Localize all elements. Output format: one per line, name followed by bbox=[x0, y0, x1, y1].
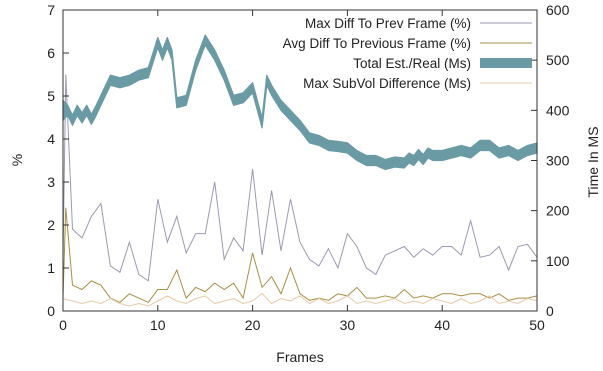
y-tick-label: 4 bbox=[47, 131, 55, 147]
legend-label-3: Max SubVol Difference (Ms) bbox=[303, 76, 471, 91]
y-tick-label: 6 bbox=[47, 45, 55, 61]
y-tick-label: 2 bbox=[47, 217, 55, 233]
y2-tick-label: 200 bbox=[546, 203, 570, 219]
legend-swatch-2 bbox=[480, 58, 532, 68]
y2-tick-label: 100 bbox=[546, 253, 570, 269]
legend-label-0: Max Diff To Prev Frame (%) bbox=[305, 16, 471, 31]
y2-tick-label: 0 bbox=[546, 303, 554, 319]
y-axis-label: % bbox=[9, 154, 25, 166]
y-tick-label: 3 bbox=[47, 174, 55, 190]
series-1-line bbox=[62, 207, 538, 304]
y-tick-label: 5 bbox=[47, 88, 55, 104]
x-tick-label: 0 bbox=[59, 317, 67, 333]
series-3-line bbox=[62, 292, 538, 307]
y-tick-label: 0 bbox=[47, 303, 55, 319]
x-axis-label: Frames bbox=[276, 349, 323, 365]
y2-tick-label: 600 bbox=[546, 2, 570, 18]
x-tick-label: 20 bbox=[245, 317, 261, 333]
y-tick-label: 7 bbox=[47, 2, 55, 18]
legend-label-1: Avg Diff To Previous Frame (%) bbox=[283, 36, 471, 51]
legend: Max Diff To Prev Frame (%) Avg Diff To Pr… bbox=[283, 16, 532, 91]
legend-label-2: Total Est./Real (Ms) bbox=[353, 56, 471, 71]
y-tick-label: 1 bbox=[47, 260, 55, 276]
x-tick-label: 50 bbox=[529, 317, 545, 333]
y2-tick-label: 400 bbox=[546, 102, 570, 118]
y2-axis-label: Time In MS bbox=[585, 126, 601, 197]
x-tick-label: 40 bbox=[434, 317, 450, 333]
y2-tick-label: 300 bbox=[546, 153, 570, 169]
x-tick-label: 10 bbox=[150, 317, 166, 333]
x-tick-label: 30 bbox=[340, 317, 356, 333]
series-0-line bbox=[62, 74, 538, 282]
y2-tick-label: 500 bbox=[546, 52, 570, 68]
